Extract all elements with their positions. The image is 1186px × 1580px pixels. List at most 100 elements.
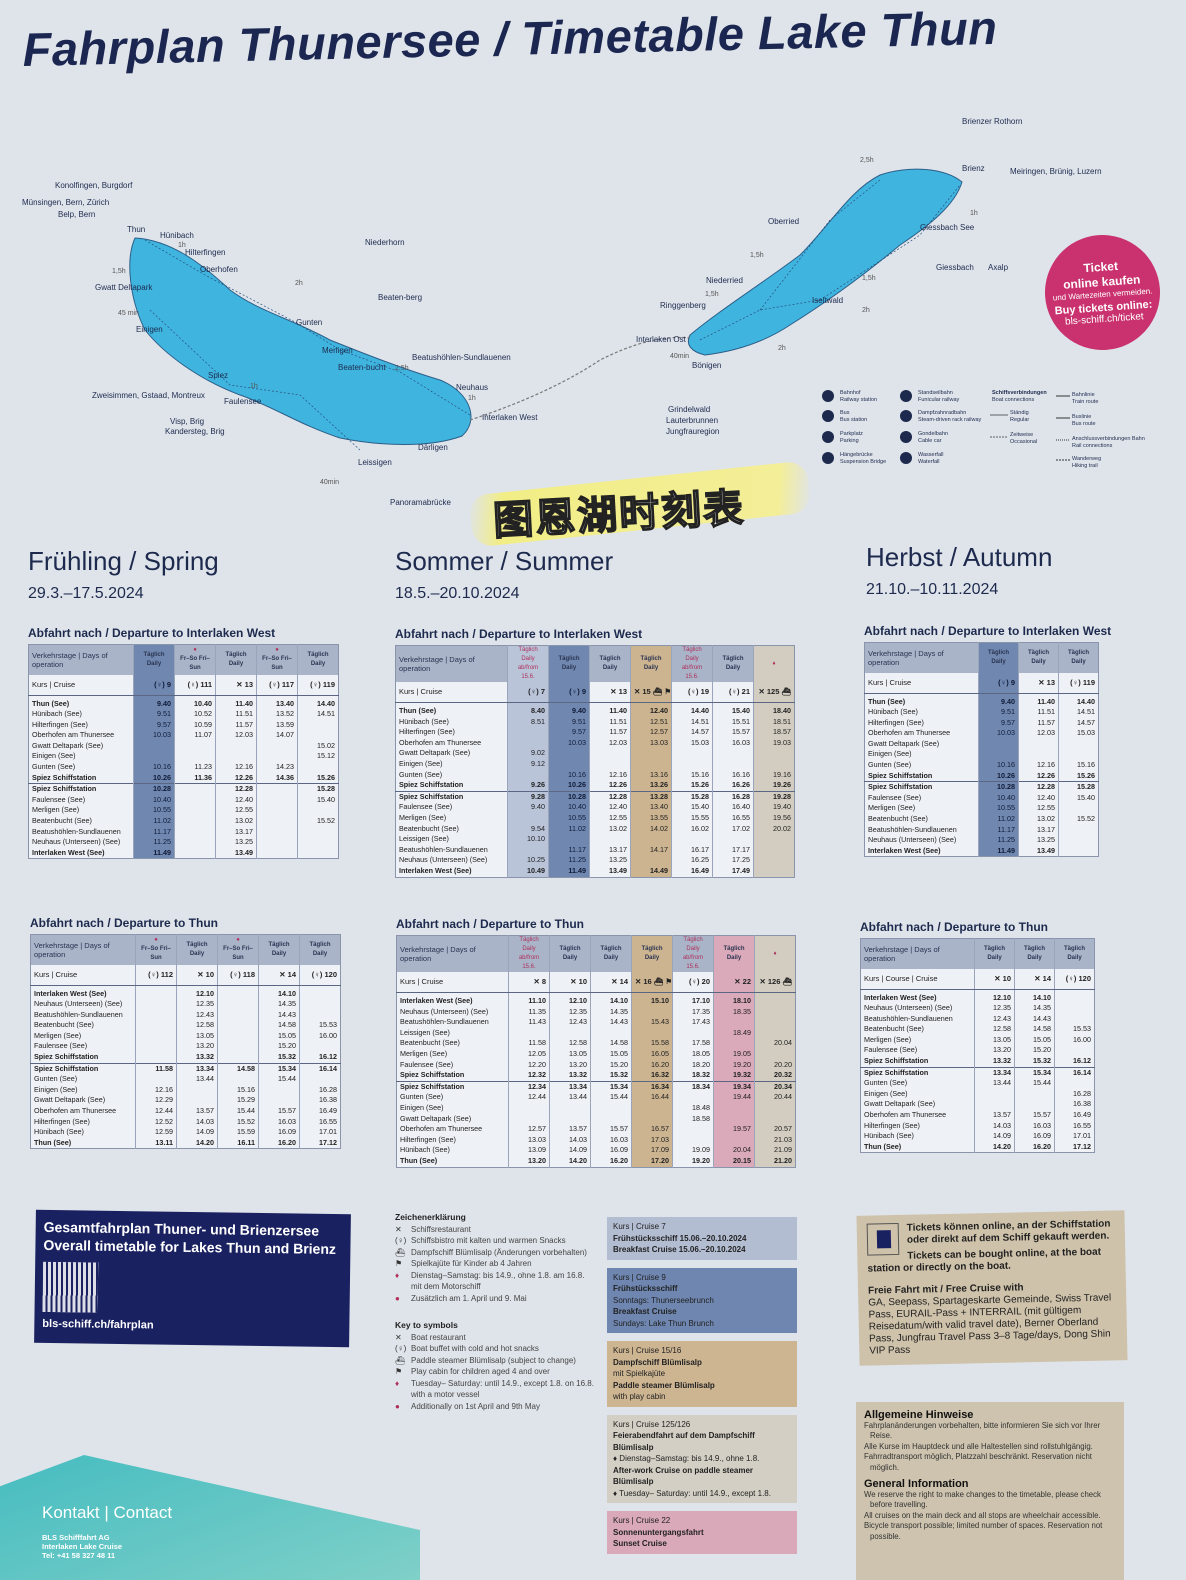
departure-time: 10.52 xyxy=(174,709,216,720)
days-label: Täglich Daily xyxy=(186,941,208,957)
table-row: Neuhaus (Unterseen) (See) 12.35 14.35 xyxy=(31,999,341,1010)
map-label: 1h xyxy=(178,242,186,249)
cruise-number: ✕ 10 xyxy=(549,972,591,993)
map-label: Hängebrücke xyxy=(840,452,873,458)
table-row: Beatenbucht (See) 11.02 13.02 15.52 xyxy=(29,816,339,827)
departure-time: 15.51 xyxy=(712,716,754,728)
departure-time: 18.57 xyxy=(753,727,795,738)
info-item: We reserve the right to make changes to … xyxy=(864,1489,1101,1510)
cruise-id: 14 xyxy=(619,977,628,986)
days-of-operation: Täglich Daily xyxy=(974,938,1015,969)
cruise-id: 125 xyxy=(766,687,780,696)
departure-time: 12.03 xyxy=(215,730,257,741)
departure-time: 15.20 xyxy=(258,1041,300,1053)
stop-name: Oberhofen am Thunersee xyxy=(864,1110,947,1120)
contact-phone[interactable]: Tel: +41 58 327 48 11 xyxy=(42,1551,116,1560)
departure-time: 12.59 xyxy=(135,1127,177,1138)
departure-time: 12.16 xyxy=(215,762,257,773)
departure-time xyxy=(630,855,672,866)
departure-time: 11.25 xyxy=(133,837,175,848)
overall-timetable-box[interactable]: Gesamtfahrplan Thuner- und Brienzersee O… xyxy=(34,1209,351,1348)
departure-time: 16.57 xyxy=(631,1124,673,1135)
departure-time xyxy=(174,794,216,806)
stop-name: Interlaken West (See) xyxy=(400,996,473,1005)
departure-time: 17.02 xyxy=(712,823,754,835)
restaurant-icon: ✕ xyxy=(734,977,743,986)
map-label: Hiking trail xyxy=(1072,463,1098,469)
cruise-number: ✕ 13 xyxy=(215,674,257,696)
map-label: Ringgenberg xyxy=(660,301,706,310)
departure-time: 15.44 xyxy=(258,1074,300,1085)
departure-time xyxy=(630,758,672,770)
table-row: Oberhofen am Thunersee 12.57 13.57 15.57 16.… xyxy=(397,1124,796,1135)
departure-time xyxy=(672,1092,714,1103)
departure-time: 13.49 xyxy=(589,865,631,877)
table-row: Hilterfingen (See) 9.57 11.57 14.57 xyxy=(865,717,1099,729)
map-label: 1h xyxy=(468,395,476,402)
departure-time: 19.20 xyxy=(713,1059,755,1071)
departure-time xyxy=(174,837,216,848)
departure-time: 17.09 xyxy=(631,1145,673,1156)
departure-time: 17.01 xyxy=(299,1127,341,1138)
departure-time xyxy=(549,1102,591,1114)
departure-time: 13.52 xyxy=(256,709,298,720)
stop-name: Einigen (See) xyxy=(868,749,912,759)
timetable-summer-to-interlaken: Abfahrt nach / Departure to Interlaken W… xyxy=(395,627,795,878)
general-info-box: Allgemeine Hinweise Fahrplanänderungen v… xyxy=(856,1402,1124,1580)
restaurant-icon: ✕ xyxy=(570,977,579,986)
timetable-url[interactable]: bls-schiff.ch/fahrplan xyxy=(42,1317,154,1332)
days-of-operation: Täglich Daily xyxy=(215,644,257,675)
departure-time xyxy=(1054,1003,1095,1014)
cruise-number: ✕ 14 xyxy=(258,964,300,986)
stop-name: Hünibach (See) xyxy=(32,709,82,719)
map-label: Funicular railway xyxy=(918,397,960,403)
legend-text: Boat restaurant xyxy=(411,1332,466,1342)
departure-time: 14.49 xyxy=(630,865,672,877)
table-row: Gunten (See) 12.44 13.44 15.44 16.44 19.44 20.… xyxy=(397,1092,796,1103)
departure-time xyxy=(174,751,216,763)
stop-name: Einigen (See) xyxy=(34,1084,78,1094)
departure-time: 14.20 xyxy=(549,1155,591,1167)
table-row: Einigen (See) 12.16 15.16 16.28 xyxy=(31,1084,341,1096)
departure-time: 13.16 xyxy=(630,769,672,781)
departure-time: 12.35 xyxy=(176,999,218,1010)
table-row: Gunten (See) 13.44 15.44 xyxy=(861,1078,1095,1089)
departure-time: 18.35 xyxy=(713,1006,755,1018)
departure-time xyxy=(135,1041,177,1053)
cruise-box-line: Sonnenuntergangsfahrt xyxy=(613,1527,704,1537)
days-label: Täglich Daily xyxy=(559,946,581,961)
table-row: Gwatt Deltapark (See) 16.38 xyxy=(861,1099,1095,1111)
bistro-icon: (♀) xyxy=(998,677,1011,687)
departure-time: 13.49 xyxy=(215,847,257,859)
qr-code[interactable] xyxy=(42,1261,99,1313)
departure-time: 14.35 xyxy=(1014,1003,1055,1014)
table-row: Interlaken West (See) 12.10 14.10 xyxy=(861,989,1095,1004)
table-row: Spiez Schiffstation 9.26 10.26 12.26 13.26 15… xyxy=(396,780,795,792)
stop-name: Neuhaus (Unterseen) (See) xyxy=(868,835,957,845)
contact-title: Kontakt | Contact xyxy=(42,1503,173,1522)
table-row: Gwatt Deltapark (See) 18.58 xyxy=(397,1113,796,1125)
map-label: Standseilbahn xyxy=(918,390,953,396)
departure-time: 13.44 xyxy=(549,1092,591,1103)
cruise-number: ✕ 125 ⛴ xyxy=(753,682,795,703)
departure-time xyxy=(217,1074,259,1085)
days-header-label: Verkehrstage | Days of operation xyxy=(860,938,975,969)
legend-symbol-icon: ⚑ xyxy=(395,1367,403,1376)
departure-time: 15.57 xyxy=(1014,1110,1055,1121)
departure-time xyxy=(299,1009,341,1021)
departure-time: 9.28 xyxy=(507,790,549,803)
info-item: Bicycle transport possible; limited numb… xyxy=(864,1521,1103,1541)
stop-name: Einigen (See) xyxy=(399,758,443,768)
cruise-number: ✕ 14 xyxy=(590,972,632,993)
departure-time: 13.40 xyxy=(630,802,672,813)
days-label: Fr–So Fri–Sun xyxy=(141,946,171,962)
map-label: Dampfzahnradbahn xyxy=(918,410,966,416)
departure-time: 16.32 xyxy=(631,1070,673,1082)
departure-time: 9.57 xyxy=(548,727,590,738)
days-of-operation: Täglich Daily xyxy=(713,935,755,972)
departure-time: 15.44 xyxy=(217,1106,259,1117)
departure-time xyxy=(256,751,298,763)
table-row: Spiez Schiffstation 13.34 15.34 16.14 xyxy=(860,1066,1095,1079)
table-row: Faulensee (See) 10.40 12.40 15.40 xyxy=(29,794,339,806)
